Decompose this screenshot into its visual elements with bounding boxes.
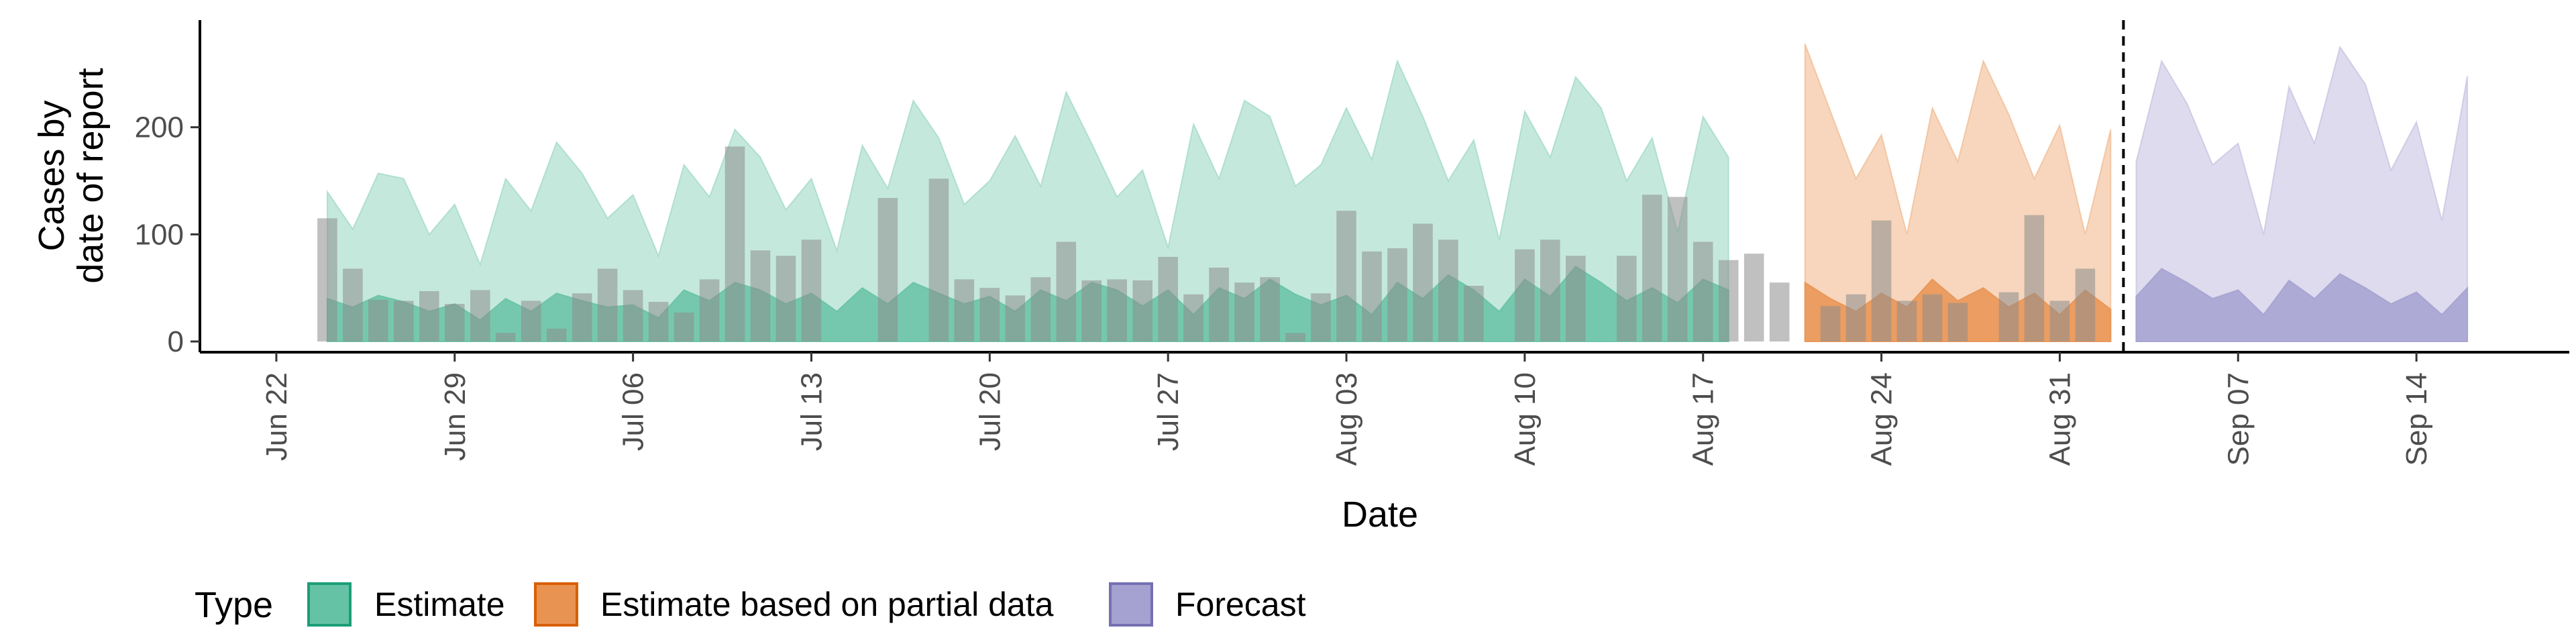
case-bar [1743,254,1764,341]
x-tick-label: Jul 13 [795,372,828,451]
case-bar [445,304,465,341]
y-axis-title-line-2: date of report [70,68,111,283]
case-bar [521,301,541,342]
case-bar [1413,223,1433,341]
legend-title: Type [195,585,273,625]
case-bar [1285,333,1305,342]
case-bar [1464,286,1484,341]
x-tick-label: Sep 14 [2400,372,2433,466]
case-bar [1896,301,1917,342]
case-bar [928,178,949,341]
x-tick-label: Jul 20 [973,372,1006,451]
case-bar [343,268,363,342]
case-bar [1769,282,1790,341]
case-bar [1336,211,1356,341]
case-bar [1030,277,1051,341]
plot-area [317,20,2469,352]
case-bar [1922,294,1943,342]
case-bar [368,299,388,342]
case-bar [419,291,439,341]
case-bar [1845,294,1866,342]
case-bar [1515,249,1535,341]
case-bar [1362,251,1382,341]
x-tick-label: Jun 22 [260,372,293,461]
legend: Type Estimate Estimate based on partial … [195,582,1306,627]
case-bar [1540,239,1560,341]
x-tick-label: Jul 27 [1152,372,1185,451]
area-lower-forecast [2135,268,2469,342]
case-bar [1005,295,1026,342]
case-bar [1260,277,1280,341]
case-bar [2049,301,2070,342]
y-axis-title: Cases by date of report [32,68,111,283]
x-tick-label: Aug 17 [1687,372,1720,466]
case-bar [1718,260,1739,342]
case-bar [1132,280,1152,341]
case-bar [1107,279,1127,341]
y-tick-label: 100 [135,218,184,251]
y-tick-label: 200 [135,111,184,144]
case-bar [1056,241,1077,341]
case-bar [877,198,898,342]
x-tick-label: Aug 03 [1330,372,1363,466]
case-bar [1947,303,1968,341]
case-bar [1667,197,1688,342]
case-bar [724,146,745,341]
case-bar [1209,267,1229,342]
case-bar [954,279,975,341]
case-bar [1617,256,1637,341]
case-bar [495,333,516,342]
y-axis-title-line-1: Cases by [32,100,72,251]
case-bar [1234,282,1254,341]
case-bar [750,250,771,341]
case-bar [775,256,796,341]
case-bar [648,302,669,342]
case-bar [2075,268,2096,342]
case-bar [1311,293,1331,342]
case-bar [1438,239,1458,341]
x-tick-label: Aug 10 [1509,372,1542,466]
x-tick-label: Aug 31 [2043,372,2076,466]
legend-label-forecast: Forecast [1175,586,1306,623]
x-tick-label: Jul 06 [617,372,650,451]
case-bar [1693,241,1713,341]
case-bar [317,218,337,341]
case-bar [1998,292,2019,342]
case-bar [1820,306,1841,341]
case-bar [979,288,1000,341]
case-bar [470,290,490,341]
case-bar [597,268,618,342]
axes: 0 100 200 Jun 22 Jun 29 Jul 06 Jul 13 Jul 20 Jul… [135,20,2569,466]
legend-key-estimate [307,582,352,627]
case-bar [1183,294,1203,342]
legend-label-estimate: Estimate [374,586,505,623]
case-bar [2024,215,2045,341]
x-tick-label: Aug 24 [1866,372,1898,466]
case-bar [1871,220,1892,341]
case-bar [801,239,822,341]
case-bar [1387,248,1407,341]
x-tick-label: Jun 29 [439,372,472,461]
legend-label-partial: Estimate based on partial data [600,586,1054,623]
case-bar [1081,280,1102,341]
case-bar [572,293,592,342]
legend-key-forecast [1109,582,1153,627]
case-bar [699,279,720,341]
case-bar [1158,256,1178,341]
y-tick-label: 0 [168,325,184,358]
case-bar [623,290,643,341]
case-bar [1642,195,1662,342]
x-axis-title: Date [1342,494,1418,535]
case-bar [394,301,414,342]
case-bar [546,328,567,342]
x-tick-label: Sep 07 [2222,372,2255,466]
case-bar [674,312,694,341]
legend-key-partial [534,582,578,627]
case-bar [1566,256,1586,341]
area-upper-forecast [2135,45,2469,342]
